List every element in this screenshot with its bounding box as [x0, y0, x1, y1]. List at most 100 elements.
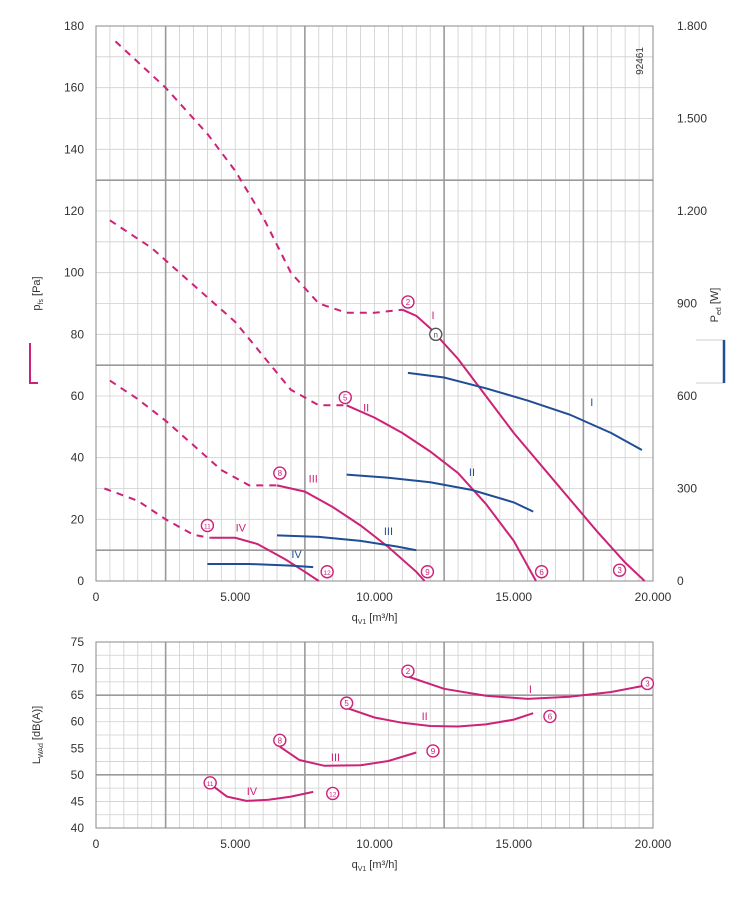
bottom-marker-11-ring	[203, 776, 217, 790]
top-curve-label-power: II	[469, 467, 475, 479]
top-ytick-label: 160	[64, 81, 84, 95]
bottom-marker-6-ring	[543, 709, 557, 724]
top-series-pressure-ii-line	[346, 404, 537, 582]
top-series-pressure-ii-dashed	[109, 219, 347, 407]
bottom-marker-9-ring	[426, 744, 440, 758]
top-chart-id-label: 92461	[635, 47, 646, 75]
top-marker-8: 8	[273, 466, 287, 480]
bottom-marker-8-text: 8	[278, 736, 283, 745]
top-series-pressure-iii-line	[276, 484, 426, 582]
bottom-marker-8-ring	[273, 733, 287, 748]
top-ytick-label: 120	[64, 204, 84, 218]
bottom-marker-6: 6	[543, 709, 557, 724]
top-y2tick-label: 0	[677, 574, 684, 588]
bottom-ytick-label: 50	[71, 768, 85, 782]
bottom-ytick-label: 45	[71, 794, 85, 808]
top-series-pressure-i-dashed	[114, 40, 403, 314]
bottom-xtick-label: 5.000	[220, 837, 250, 851]
top-y2label: Ped [W]	[709, 288, 723, 323]
top-curve-label-pressure: IV	[236, 523, 247, 535]
top-ytick-label: 0	[77, 574, 84, 588]
top-xtick-label: 10.000	[356, 590, 393, 604]
top-xtick-label: 5.000	[220, 590, 250, 604]
bottom-series-pressure-iii-line	[279, 745, 417, 767]
top-series-pressure-iv-line	[210, 536, 320, 582]
top-marker-6: 6	[534, 565, 549, 579]
top-curve-label-power: IV	[291, 549, 302, 561]
top-series-pressure-iv-dashed	[104, 487, 211, 539]
bottom-curve-label-pressure: II	[422, 711, 428, 723]
top-series-pressure-iii-dashed	[109, 379, 277, 487]
top-curve-label-pressure: I	[431, 310, 434, 322]
top-ylabel: pfs [Pa]	[31, 276, 45, 310]
bottom-marker-12: 12	[326, 786, 340, 801]
top-marker-11-text: 11	[204, 524, 211, 531]
top-marker-9: 9	[420, 565, 435, 579]
top-marker-12-text: 12	[324, 570, 332, 577]
top-y2tick-label: 1.200	[677, 204, 707, 218]
bottom-series-pressure-iv-line	[209, 783, 314, 802]
top-ytick-label: 60	[71, 389, 85, 403]
top-marker-8-text: 8	[278, 469, 283, 478]
top-marker-6-text: 6	[539, 568, 544, 577]
top-marker-11-ring	[200, 518, 215, 533]
top-marker-6-ring	[534, 565, 549, 579]
bottom-xtick-label: 15.000	[495, 837, 532, 851]
top-xlabel: qV1 [m³/h]	[352, 612, 398, 626]
top-marker-8-ring	[273, 466, 287, 480]
top-ytick-label: 80	[71, 327, 85, 341]
top-curve-label-power: III	[384, 526, 393, 538]
bottom-marker-2-text: 2	[406, 667, 411, 676]
top-marker-3: 3	[612, 563, 627, 577]
bottom-marker-3-text: 3	[645, 679, 650, 688]
bottom-xtick-label: 20.000	[635, 837, 672, 851]
top-legend-power-frame	[696, 339, 725, 384]
bottom-marker-11: 11	[203, 776, 217, 790]
top-ytick-label: 100	[64, 266, 84, 280]
top-marker-n: n	[429, 327, 443, 342]
bottom-ytick-label: 40	[71, 821, 85, 835]
top-curve-label-power: I	[590, 397, 593, 409]
top-ytick-label: 140	[64, 142, 84, 156]
top-marker-n-ring	[429, 327, 443, 342]
top-marker-12: 12	[320, 565, 334, 579]
top-marker-5: 5	[338, 390, 352, 405]
top-curve-label-pressure: II	[363, 402, 369, 414]
top-marker-5-text: 5	[343, 394, 348, 403]
top-marker-12-ring	[320, 565, 334, 579]
bottom-plot-frame	[95, 641, 654, 829]
bottom-marker-3: 3	[640, 676, 655, 691]
bottom-marker-9-text: 9	[431, 747, 436, 756]
bottom-marker-2-ring	[401, 664, 415, 678]
top-marker-9-text: 9	[425, 568, 430, 577]
bottom-marker-2: 2	[401, 664, 415, 678]
bottom-series-pressure-ii-line	[346, 706, 534, 728]
top-marker-2-ring	[401, 295, 415, 309]
top-ytick-label: 40	[71, 451, 85, 465]
bottom-ytick-label: 75	[71, 635, 85, 649]
bottom-xtick-label: 10.000	[356, 837, 393, 851]
bottom-marker-5: 5	[339, 696, 354, 710]
top-series-power-i-line	[407, 371, 643, 451]
top-y2tick-label: 900	[677, 297, 697, 311]
bottom-marker-11-text: 11	[207, 781, 214, 788]
bottom-marker-12-text: 12	[329, 791, 337, 798]
top-ytick-label: 20	[71, 512, 85, 526]
top-marker-3-ring	[612, 563, 627, 577]
bottom-curve-label-pressure: I	[529, 684, 532, 696]
bottom-ylabel: LWAd [dB(A)]	[31, 706, 45, 764]
top-y2tick-label: 300	[677, 482, 697, 496]
top-marker-9-ring	[420, 565, 435, 579]
top-curve-label-pressure: III	[309, 473, 318, 485]
top-marker-3-text: 3	[617, 566, 622, 575]
top-series-pressure-i-line	[401, 308, 646, 582]
bottom-marker-6-text: 6	[548, 712, 553, 721]
bottom-series-pressure-i-line	[407, 675, 645, 700]
top-marker-2: 2	[401, 295, 415, 309]
top-xtick-label: 0	[93, 590, 100, 604]
bottom-curve-label-pressure: IV	[247, 786, 258, 798]
top-y2tick-label: 1.500	[677, 112, 707, 126]
